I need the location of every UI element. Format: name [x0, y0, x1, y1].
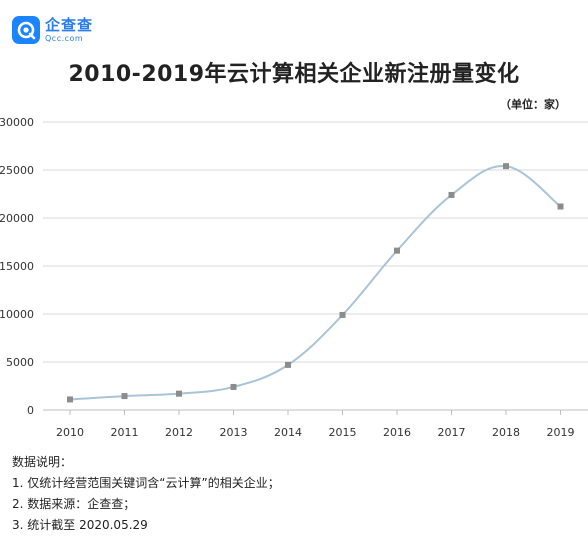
chart-title: 2010-2019年云计算相关企业新注册量变化	[68, 62, 520, 87]
data-point	[394, 247, 400, 254]
y-tick-label: 0	[27, 404, 34, 417]
y-tick-label: 25000	[0, 164, 34, 177]
qcc-logo-icon	[12, 16, 40, 44]
series-line	[69, 165, 562, 401]
data-point	[448, 191, 455, 198]
x-tick-label: 2015	[329, 426, 357, 439]
x-tick-label: 2010	[56, 426, 84, 439]
data-point	[557, 203, 564, 210]
data-notes: 数据说明： 1. 仅统计经营范围关键词含“云计算”的相关企业； 2. 数据来源：…	[12, 452, 280, 536]
y-tick-label: 5000	[6, 356, 34, 369]
x-tick-label: 2011	[111, 426, 139, 439]
note-item: 1. 仅统计经营范围关键词含“云计算”的相关企业；	[12, 476, 280, 490]
data-point	[339, 311, 346, 318]
data-point	[176, 390, 182, 397]
notes-heading: 数据说明：	[12, 455, 73, 469]
y-tick-label: 15000	[0, 260, 34, 273]
x-tick-label: 2014	[274, 426, 302, 439]
data-point	[503, 163, 509, 170]
data-point	[230, 383, 237, 390]
qcc-logo: 企查查 Qcc.com	[12, 16, 93, 44]
x-tick-label: 2016	[383, 426, 411, 439]
x-tick-label: 2018	[492, 426, 520, 439]
y-tick-label: 20000	[0, 212, 34, 225]
y-tick-label: 10000	[0, 308, 34, 321]
data-point	[67, 396, 73, 403]
x-tick-label: 2013	[220, 426, 248, 439]
x-tick-label: 2019	[547, 426, 575, 439]
data-point	[121, 393, 128, 400]
x-tick-label: 2012	[165, 426, 193, 439]
note-item: 3. 统计截至 2020.05.29	[12, 518, 148, 532]
unit-label: （单位：家）	[500, 98, 566, 111]
x-tick-label: 2017	[438, 426, 466, 439]
note-item: 2. 数据来源：企查查；	[12, 497, 136, 511]
y-tick-label: 30000	[0, 116, 34, 129]
data-point	[285, 361, 291, 368]
logo-name: 企查查	[45, 15, 94, 34]
logo-url: Qcc.com	[45, 33, 84, 43]
